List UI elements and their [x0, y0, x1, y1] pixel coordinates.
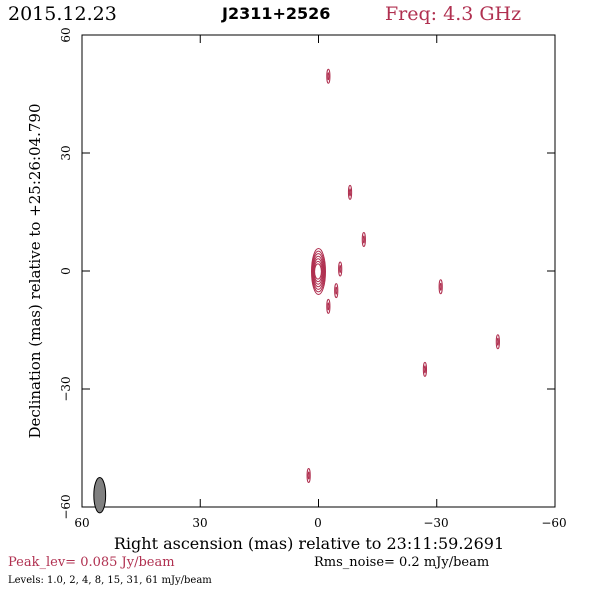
observation-date: 2015.12.23 — [8, 3, 117, 25]
component-contour — [495, 334, 500, 350]
component-contour — [335, 286, 338, 295]
frequency-label: Freq: 4.3 GHz — [385, 3, 521, 25]
component-contour — [496, 337, 499, 346]
y-tick-label: −60 — [59, 494, 73, 519]
component-contour — [439, 282, 442, 291]
source-name: J2311+2526 — [221, 4, 330, 23]
component-contour — [422, 361, 428, 377]
component-contour — [326, 68, 331, 84]
y-tick-label: 60 — [59, 27, 73, 42]
component-contour — [326, 298, 331, 314]
component-contour — [306, 468, 311, 484]
y-axis-label: Declination (mas) relative to +25:26:04.… — [26, 103, 44, 438]
core-contour — [313, 258, 324, 285]
y-tick-label: −30 — [59, 376, 73, 401]
axis-ticks — [81, 34, 556, 508]
core-contour — [311, 248, 326, 295]
x-axis-label: Right ascension (mas) relative to 23:11:… — [114, 534, 504, 553]
component-contour — [348, 188, 352, 197]
core-contour — [312, 255, 324, 288]
beam-ellipse — [93, 477, 107, 514]
core-contour — [314, 263, 322, 280]
x-tick-label: 0 — [314, 516, 322, 530]
contour-layer — [93, 68, 500, 514]
component-contour — [361, 232, 366, 248]
component-contour — [327, 72, 330, 81]
y-tick-label: 0 — [59, 267, 73, 275]
core-contour — [311, 250, 326, 293]
component-contour — [347, 184, 353, 200]
x-tick-label: 30 — [192, 516, 207, 530]
component-contour — [327, 302, 330, 311]
core-contour — [312, 253, 325, 290]
rms-noise: Rms_noise= 0.2 mJy/beam — [314, 555, 489, 570]
component-contour — [339, 265, 342, 274]
x-tick-label: −60 — [541, 516, 566, 530]
x-tick-label: 60 — [74, 516, 89, 530]
contour-levels: Levels: 1.0, 2, 4, 8, 15, 31, 61 mJy/bea… — [8, 575, 212, 586]
component-contour — [334, 283, 339, 299]
y-tick-label: 30 — [59, 145, 73, 160]
component-contour — [307, 471, 310, 480]
x-tick-label: −30 — [423, 516, 448, 530]
component-contour — [338, 261, 343, 277]
component-contour — [423, 365, 427, 374]
plot-frame — [81, 34, 556, 508]
component-contour — [438, 279, 443, 295]
component-contour — [362, 235, 365, 244]
peak-level: Peak_lev= 0.085 Jy/beam — [8, 555, 175, 570]
core-contour — [313, 260, 323, 283]
